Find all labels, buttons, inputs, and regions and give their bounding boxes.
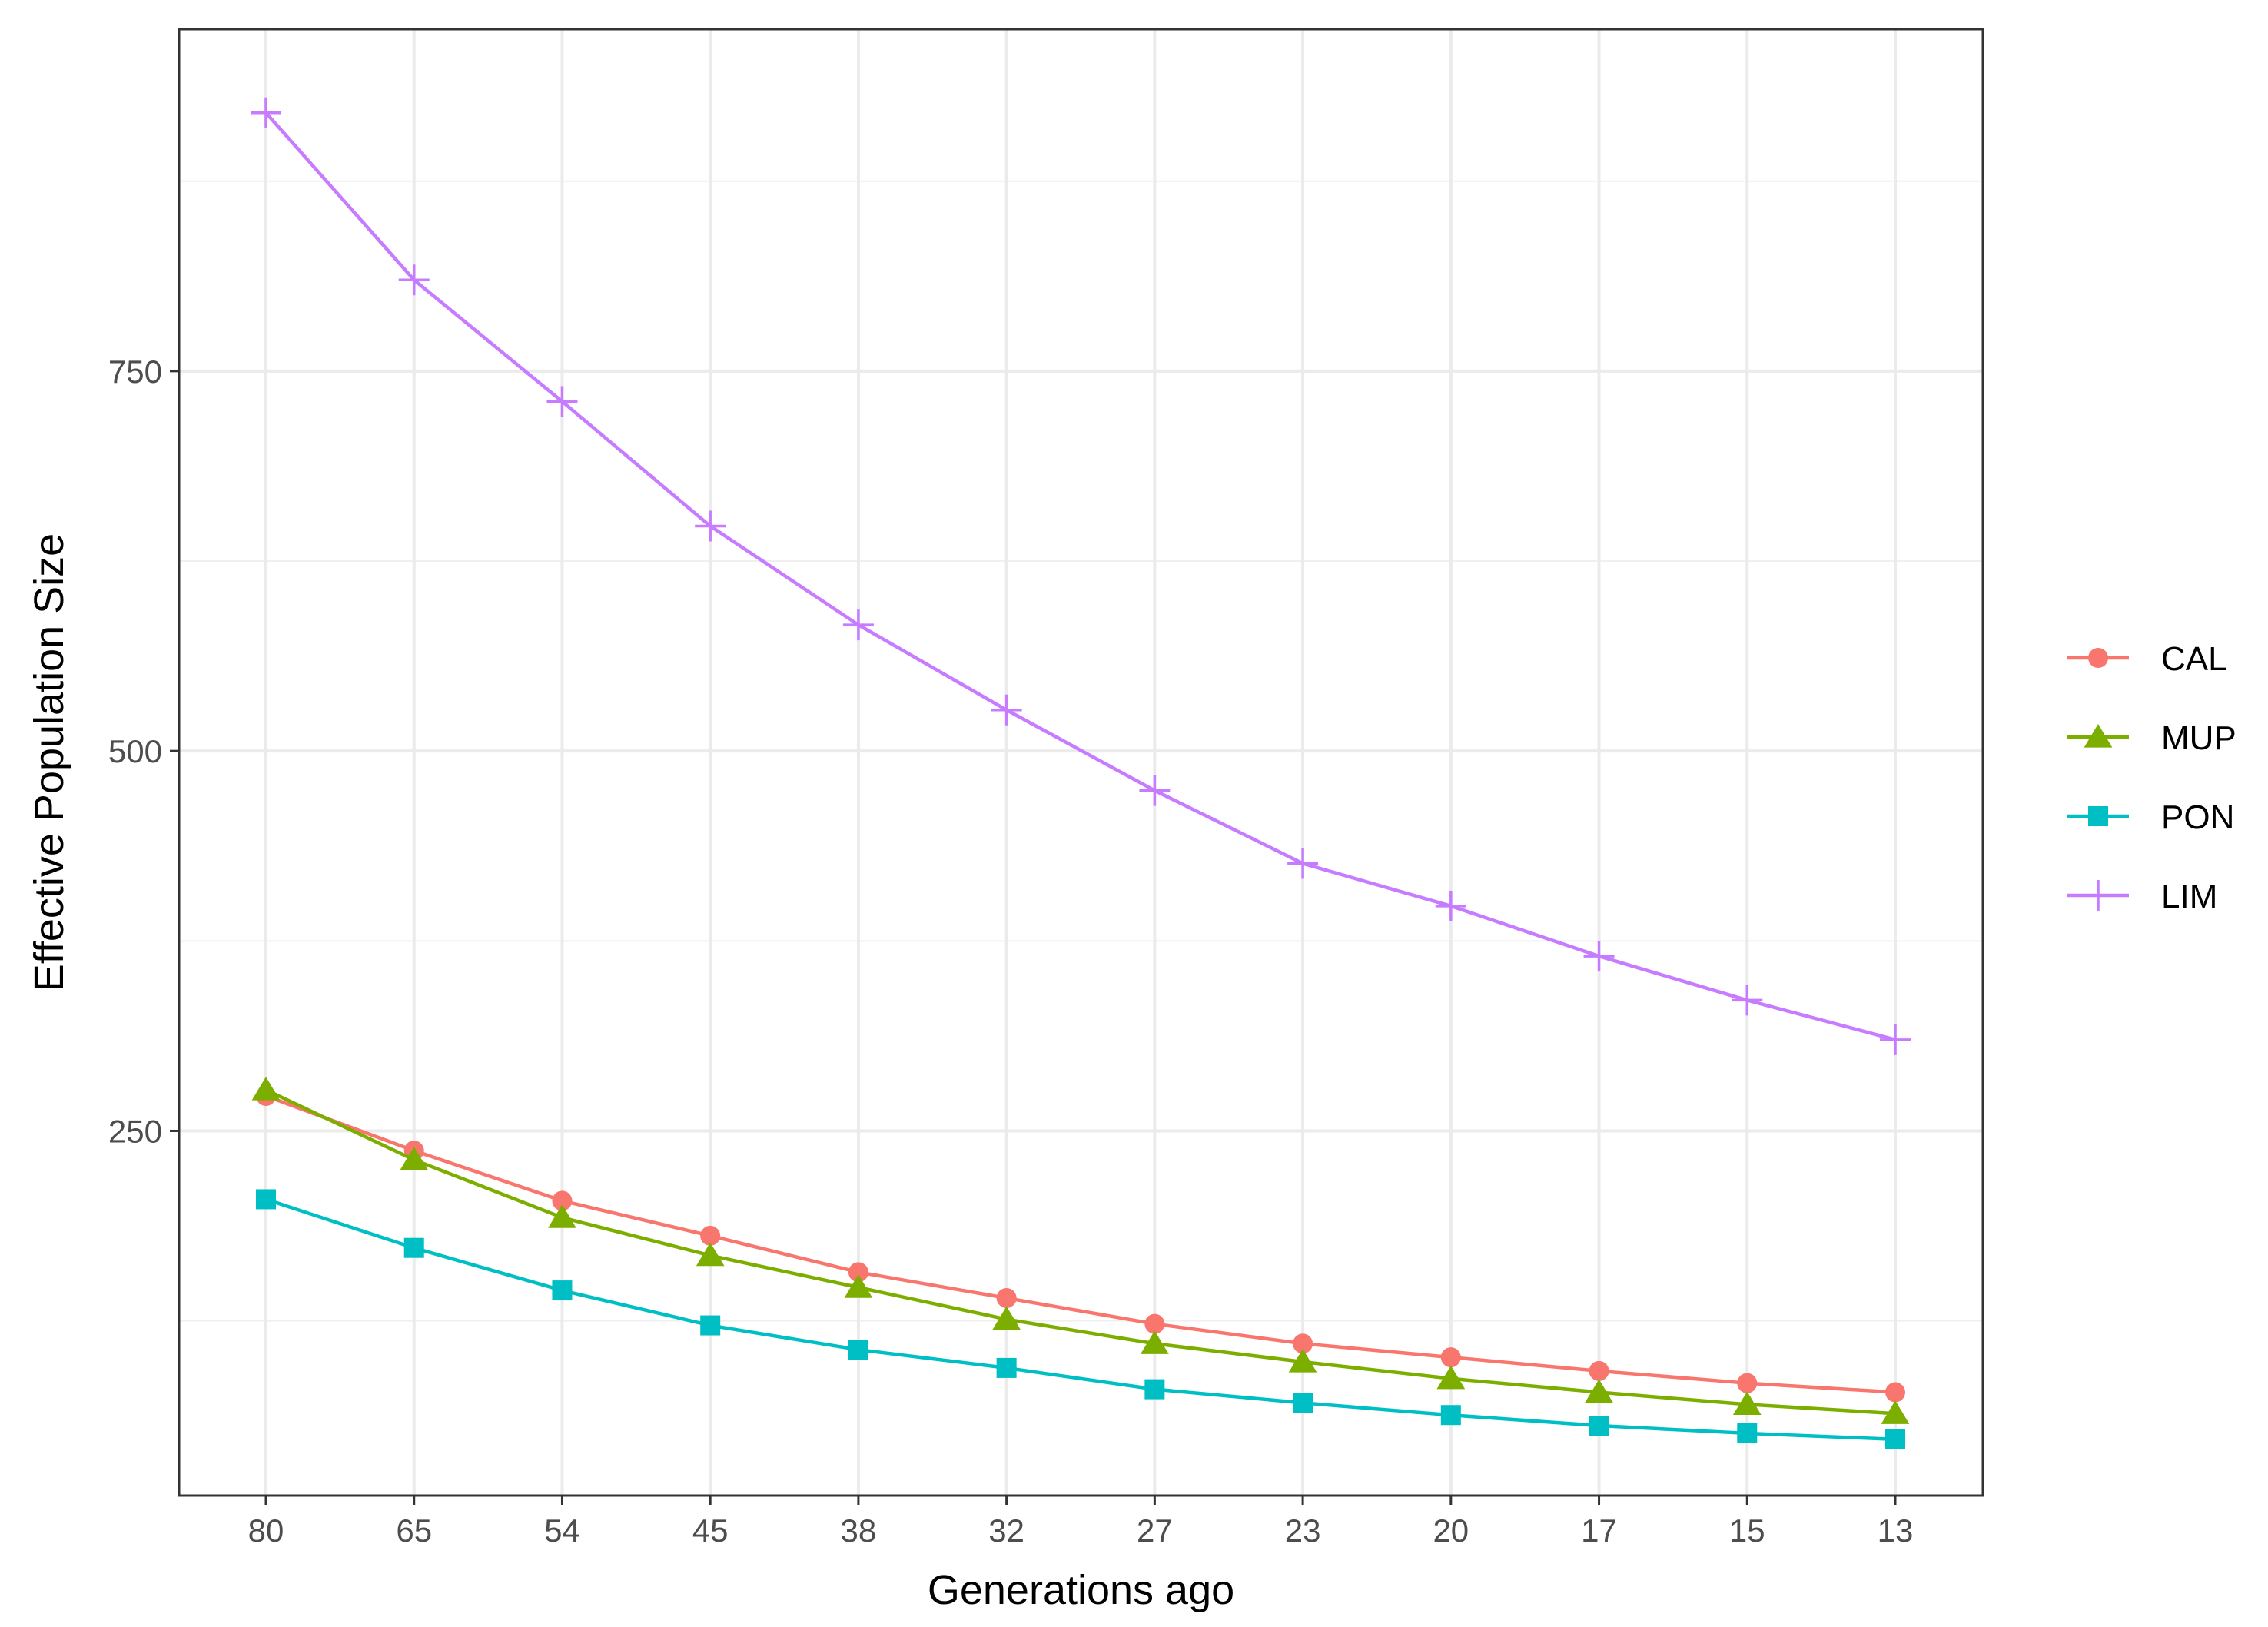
point-mup-23 bbox=[1288, 1349, 1317, 1373]
point-mup-27 bbox=[1141, 1330, 1169, 1354]
x-tick-label-23: 23 bbox=[1285, 1512, 1321, 1549]
point-pon-80 bbox=[256, 1189, 276, 1210]
point-mup-54 bbox=[548, 1204, 576, 1228]
point-pon-65 bbox=[403, 1237, 424, 1258]
legend: CAL MUP PON LIM bbox=[2067, 640, 2236, 915]
series-line-lim bbox=[264, 111, 1896, 1042]
legend-key-marker-pon bbox=[2088, 806, 2108, 826]
point-lim-27 bbox=[1139, 775, 1171, 806]
y-tick-label-750: 750 bbox=[108, 354, 162, 390]
point-lim-65 bbox=[398, 264, 430, 296]
x-tick-label-32: 32 bbox=[988, 1512, 1024, 1549]
point-cal-23 bbox=[1293, 1333, 1313, 1354]
y-axis-title: Effective Population Size bbox=[26, 533, 72, 991]
point-lim-45 bbox=[695, 510, 726, 542]
x-tick-label-20: 20 bbox=[1433, 1512, 1469, 1549]
point-cal-38 bbox=[848, 1262, 868, 1283]
x-tick-label-17: 17 bbox=[1581, 1512, 1617, 1549]
point-mup-80 bbox=[251, 1077, 281, 1101]
point-pon-45 bbox=[700, 1315, 721, 1336]
point-cal-27 bbox=[1144, 1313, 1165, 1334]
point-pon-32 bbox=[996, 1357, 1017, 1378]
point-pon-27 bbox=[1144, 1379, 1165, 1400]
series-line-cal bbox=[265, 1094, 1896, 1394]
x-tick-label-54: 54 bbox=[544, 1512, 580, 1549]
point-mup-15 bbox=[1732, 1391, 1762, 1415]
x-tick-label-45: 45 bbox=[692, 1512, 729, 1549]
point-cal-54 bbox=[552, 1190, 573, 1211]
point-cal-15 bbox=[1737, 1373, 1758, 1393]
legend-key-marker-cal bbox=[2088, 648, 2108, 668]
legend-key-marker-mup bbox=[2084, 724, 2113, 748]
point-pon-54 bbox=[552, 1280, 573, 1301]
point-pon-38 bbox=[848, 1340, 868, 1360]
point-pon-23 bbox=[1293, 1393, 1313, 1413]
point-pon-20 bbox=[1440, 1405, 1461, 1426]
x-tick-label-38: 38 bbox=[841, 1512, 877, 1549]
series-line-mup bbox=[265, 1088, 1896, 1416]
point-lim-54 bbox=[546, 386, 578, 417]
point-mup-65 bbox=[400, 1147, 429, 1170]
series-line-pon bbox=[265, 1197, 1896, 1442]
series-lim bbox=[251, 97, 1911, 1055]
point-mup-20 bbox=[1436, 1365, 1466, 1390]
y-tick-label-500: 500 bbox=[108, 733, 162, 769]
point-mup-13 bbox=[1881, 1400, 1910, 1424]
y-axis: 250 500 750 bbox=[108, 354, 179, 1149]
series-mup bbox=[251, 1077, 1910, 1424]
point-mup-45 bbox=[696, 1242, 725, 1267]
point-mup-38 bbox=[844, 1274, 873, 1298]
legend-item-lim: LIM bbox=[2067, 878, 2217, 915]
x-tick-label-15: 15 bbox=[1729, 1512, 1765, 1549]
y-tick-label-250: 250 bbox=[108, 1113, 162, 1149]
legend-label-lim: LIM bbox=[2161, 878, 2217, 915]
point-lim-13 bbox=[1880, 1024, 1911, 1055]
point-cal-32 bbox=[996, 1287, 1017, 1308]
legend-item-cal: CAL bbox=[2067, 640, 2227, 678]
point-cal-45 bbox=[700, 1225, 721, 1246]
legend-label-pon: PON bbox=[2161, 799, 2234, 836]
point-mup-32 bbox=[992, 1306, 1021, 1330]
minor-gridlines bbox=[179, 180, 1983, 1322]
series-layer bbox=[251, 97, 1911, 1449]
x-tick-label-13: 13 bbox=[1878, 1512, 1914, 1549]
series-pon bbox=[256, 1189, 1905, 1449]
point-lim-23 bbox=[1287, 848, 1319, 879]
legend-label-mup: MUP bbox=[2161, 719, 2236, 757]
point-pon-15 bbox=[1737, 1423, 1758, 1443]
point-mup-17 bbox=[1585, 1379, 1613, 1403]
point-pon-13 bbox=[1885, 1429, 1905, 1449]
legend-label-cal: CAL bbox=[2161, 640, 2227, 678]
plot-panel-border bbox=[178, 28, 1984, 1497]
x-axis: 80 65 54 45 38 32 27 23 20 17 15 13 bbox=[248, 1496, 1914, 1549]
legend-item-mup: MUP bbox=[2067, 719, 2236, 757]
point-lim-80 bbox=[251, 97, 281, 128]
x-tick-label-27: 27 bbox=[1137, 1512, 1173, 1549]
point-cal-17 bbox=[1589, 1360, 1609, 1381]
point-lim-20 bbox=[1435, 890, 1466, 921]
x-tick-label-80: 80 bbox=[248, 1512, 284, 1549]
point-cal-20 bbox=[1440, 1347, 1461, 1368]
point-lim-17 bbox=[1583, 941, 1615, 972]
point-lim-32 bbox=[991, 694, 1022, 726]
point-lim-38 bbox=[842, 609, 874, 641]
legend-key-marker-lim bbox=[2083, 880, 2114, 911]
x-axis-title: Generations ago bbox=[928, 1567, 1234, 1613]
point-pon-17 bbox=[1589, 1416, 1609, 1436]
x-tick-label-65: 65 bbox=[396, 1512, 432, 1549]
point-lim-15 bbox=[1732, 985, 1763, 1016]
legend-item-pon: PON bbox=[2067, 799, 2234, 836]
point-cal-13 bbox=[1885, 1382, 1905, 1403]
